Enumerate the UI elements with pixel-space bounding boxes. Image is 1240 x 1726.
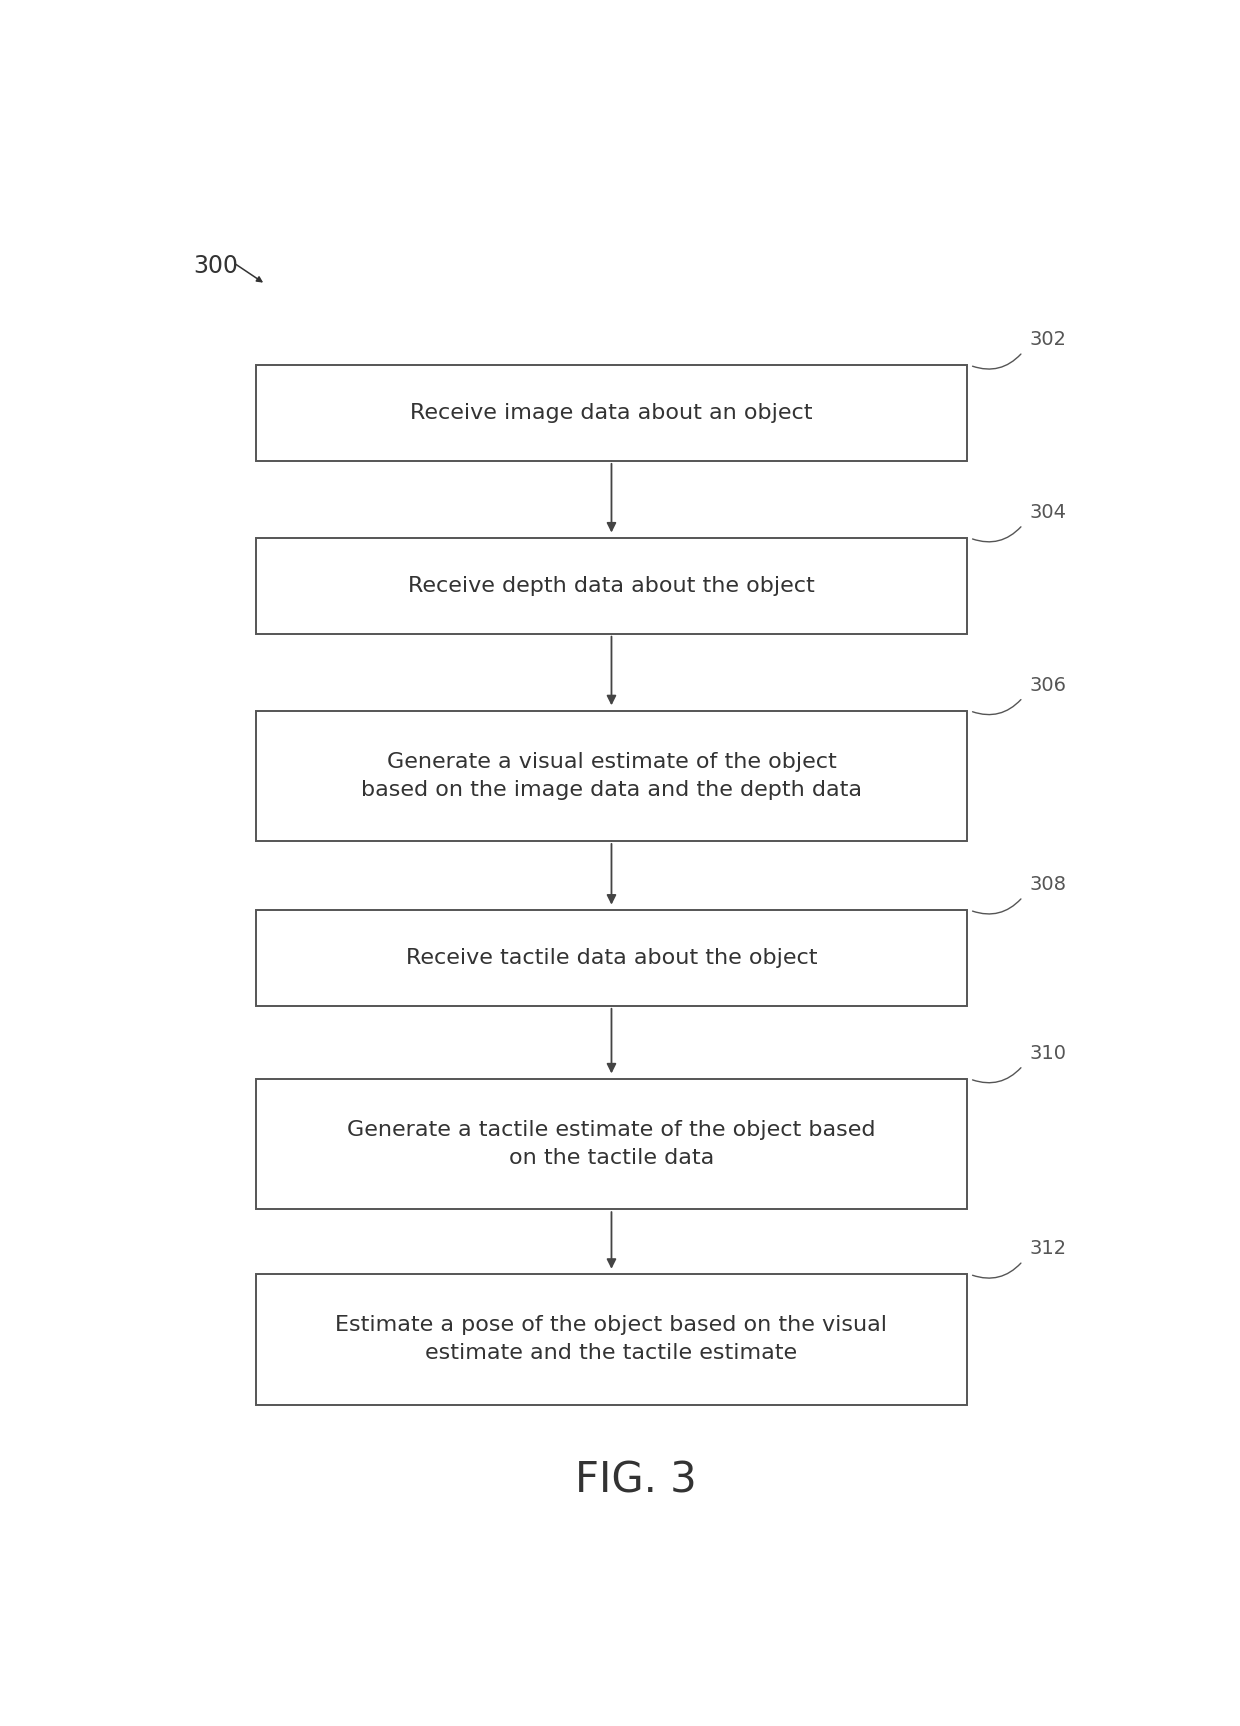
Text: 312: 312 bbox=[1029, 1239, 1066, 1258]
Text: 300: 300 bbox=[193, 254, 238, 278]
Text: Receive image data about an object: Receive image data about an object bbox=[410, 404, 812, 423]
FancyArrowPatch shape bbox=[972, 699, 1021, 715]
Text: 308: 308 bbox=[1029, 875, 1066, 894]
Text: 302: 302 bbox=[1029, 330, 1066, 349]
Bar bbox=[255, 1274, 967, 1405]
Text: Receive depth data about the object: Receive depth data about the object bbox=[408, 576, 815, 595]
Text: Generate a visual estimate of the object
based on the image data and the depth d: Generate a visual estimate of the object… bbox=[361, 753, 862, 799]
Text: 310: 310 bbox=[1029, 1044, 1066, 1063]
FancyArrowPatch shape bbox=[972, 526, 1021, 542]
Text: Estimate a pose of the object based on the visual
estimate and the tactile estim: Estimate a pose of the object based on t… bbox=[336, 1315, 888, 1364]
FancyArrowPatch shape bbox=[972, 1068, 1021, 1082]
FancyArrowPatch shape bbox=[972, 354, 1021, 369]
Text: FIG. 3: FIG. 3 bbox=[574, 1458, 697, 1502]
Text: Generate a tactile estimate of the object based
on the tactile data: Generate a tactile estimate of the objec… bbox=[347, 1120, 875, 1169]
FancyArrowPatch shape bbox=[972, 1263, 1021, 1279]
FancyArrowPatch shape bbox=[972, 899, 1021, 915]
Bar bbox=[255, 1079, 967, 1210]
Bar bbox=[255, 910, 967, 1006]
Bar bbox=[255, 539, 967, 633]
Text: Receive tactile data about the object: Receive tactile data about the object bbox=[405, 948, 817, 968]
Bar bbox=[255, 711, 967, 841]
Bar bbox=[255, 366, 967, 461]
Text: 304: 304 bbox=[1029, 502, 1066, 521]
Text: 306: 306 bbox=[1029, 677, 1066, 696]
